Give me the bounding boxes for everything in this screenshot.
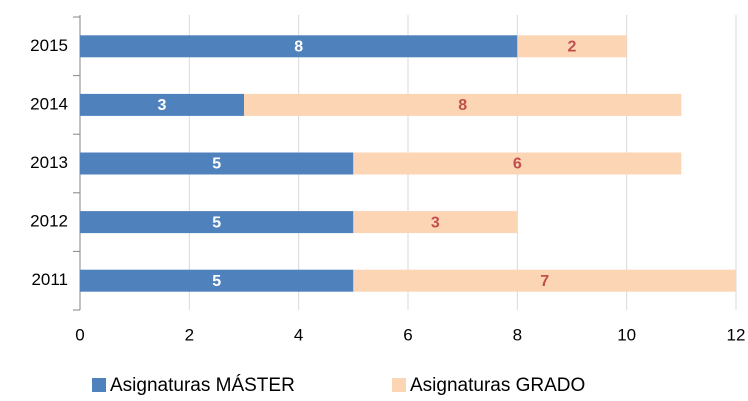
x-tick-label: 4 xyxy=(294,325,303,344)
legend-swatch xyxy=(92,378,106,392)
value-label: 8 xyxy=(458,97,467,114)
bar-segment xyxy=(80,93,244,116)
bar-segment xyxy=(353,152,682,175)
x-tick-label: 12 xyxy=(727,325,746,344)
legend-swatch xyxy=(392,378,406,392)
x-tick-label: 6 xyxy=(403,325,412,344)
legend-label: Asignaturas GRADO xyxy=(410,375,585,396)
x-tick-label: 10 xyxy=(617,325,636,344)
x-tick-label: 2 xyxy=(185,325,194,344)
y-tick-label: 2011 xyxy=(31,270,68,289)
value-label: 6 xyxy=(513,156,522,173)
bar-segment xyxy=(353,211,518,234)
value-label: 7 xyxy=(540,273,549,290)
bar-segment xyxy=(80,152,354,175)
y-tick-label: 2014 xyxy=(30,94,68,113)
bar-segment xyxy=(517,35,627,58)
y-tick-label: 2015 xyxy=(30,36,68,55)
value-label: 5 xyxy=(212,214,221,231)
bar-segment xyxy=(80,35,518,58)
value-label: 2 xyxy=(568,39,577,56)
x-tick-label: 8 xyxy=(513,325,522,344)
bar-segment xyxy=(80,269,354,292)
value-label: 3 xyxy=(431,214,440,231)
y-tick-label: 2012 xyxy=(30,212,68,231)
value-label: 5 xyxy=(212,156,221,173)
bar-segment xyxy=(353,269,736,292)
legend-label: Asignaturas MÁSTER xyxy=(110,375,295,396)
bar-segment xyxy=(80,211,354,234)
bar-segment xyxy=(244,93,682,116)
value-label: 8 xyxy=(294,39,303,56)
value-label: 3 xyxy=(158,97,167,114)
x-tick-label: 0 xyxy=(75,325,84,344)
y-tick-label: 2013 xyxy=(30,153,68,172)
value-label: 5 xyxy=(212,273,221,290)
